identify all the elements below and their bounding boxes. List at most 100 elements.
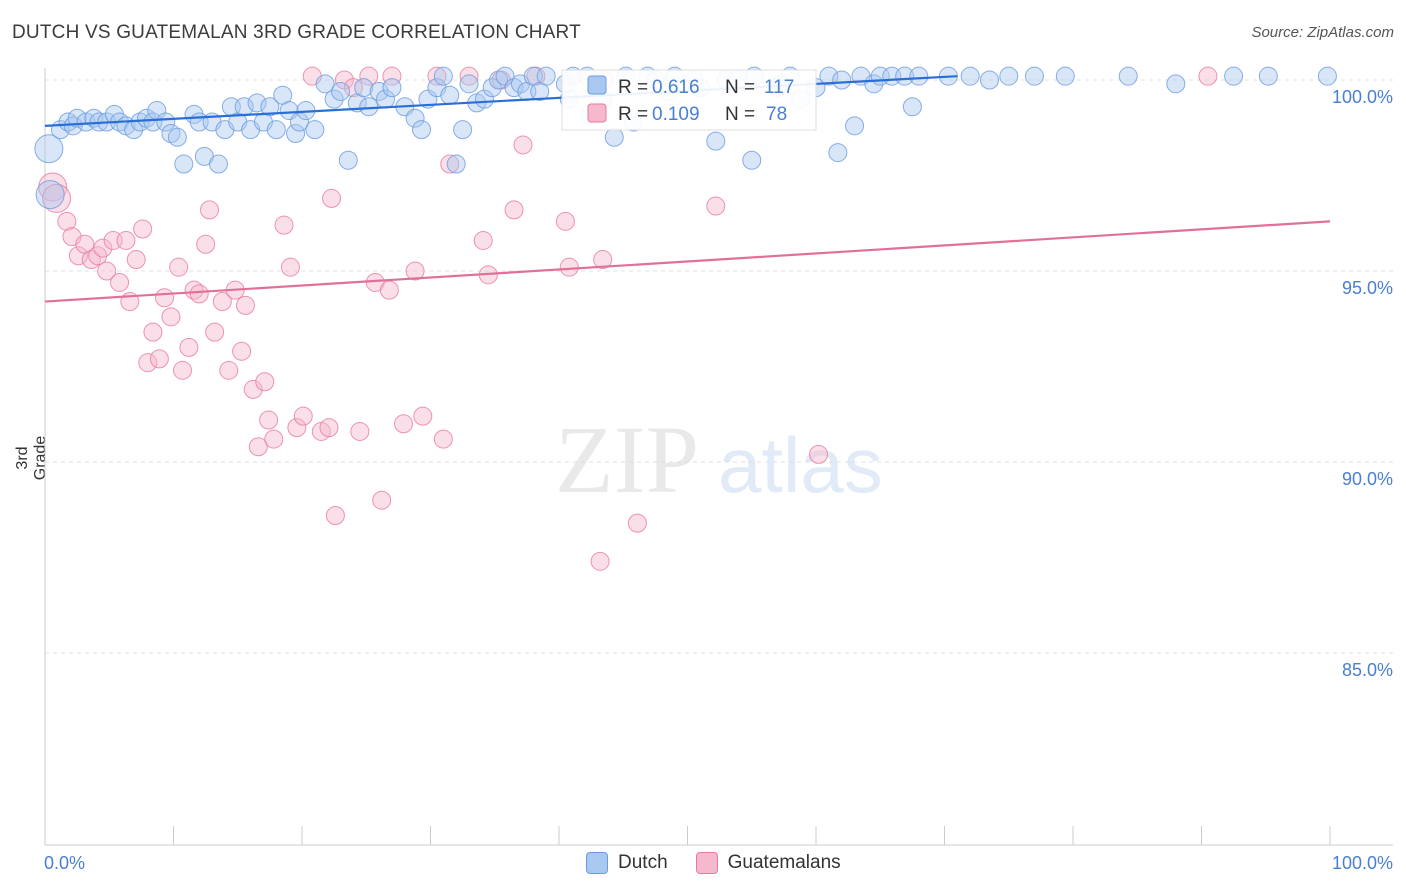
y-tick-label-95: 95.0% [1342, 278, 1393, 298]
dutch-point [34, 134, 64, 164]
legend-swatch-guatemalans-bottom [695, 852, 718, 874]
x-tick-label-min: 0.0% [44, 853, 85, 873]
guatemalan-point [219, 360, 239, 380]
dutch-point [828, 143, 848, 163]
dutch-point [369, 81, 389, 101]
legend-r-value-guatemalans: 0.109 [652, 104, 700, 125]
dutch-point [604, 127, 624, 147]
dutch-point [286, 123, 306, 143]
guatemalan-point [555, 211, 575, 231]
guatemalan-point [126, 250, 146, 270]
dutch-point [1118, 66, 1138, 86]
dutch-point [999, 66, 1019, 86]
legend-n-value-dutch: 117 [764, 77, 794, 98]
guatemalan-point [149, 349, 169, 369]
dutch-point [864, 74, 884, 94]
guatemalan-point [172, 360, 192, 380]
guatemalan-point [706, 196, 726, 216]
guatemalan-point [161, 307, 181, 327]
dutch-point [208, 154, 228, 174]
y-tick-labels: 100.0% 95.0% 90.0% 85.0% [1332, 87, 1393, 680]
legend-item-dutch[interactable]: Dutch [586, 852, 668, 874]
dutch-point [305, 120, 325, 140]
guatemalan-point [274, 215, 294, 235]
guatemalan-point [559, 257, 579, 277]
dutch-point [742, 150, 762, 170]
legend-label-dutch: Dutch [618, 852, 668, 873]
guatemalan-point [473, 230, 493, 250]
dutch-point [832, 70, 852, 90]
guatemalan-point [280, 257, 300, 277]
dutch-point [845, 116, 865, 136]
guatemalan-point [255, 372, 275, 392]
guatemalan-point [593, 250, 613, 270]
guatemalan-point [287, 418, 307, 438]
guatemalan-point [590, 551, 610, 571]
watermark-atlas: atlas [718, 421, 883, 509]
guatemalan-point [138, 353, 158, 373]
guatemalan-point [1198, 66, 1218, 86]
guatemalan-point [243, 379, 263, 399]
dutch-point [459, 74, 479, 94]
guatemalan-point [322, 188, 342, 208]
dutch-point [156, 112, 176, 132]
legend-item-guatemalans[interactable]: Guatemalans [695, 852, 841, 874]
dutch-point [453, 120, 473, 140]
dutch-point [260, 97, 280, 117]
guatemalan-point [413, 406, 433, 426]
dutch-point [174, 154, 194, 174]
guatemalan-point [133, 219, 153, 239]
guatemalan-point [97, 261, 117, 281]
guatemalan-point [212, 292, 232, 312]
guatemalan-point [169, 257, 189, 277]
dutch-point [446, 154, 466, 174]
guatemalan-point [184, 280, 204, 300]
guatemalan-point [513, 135, 533, 155]
guatemalan-point [293, 406, 313, 426]
series-legend: Dutch Guatemalans [586, 852, 869, 874]
guatemalan-point [57, 211, 77, 231]
dutch-point [909, 66, 929, 86]
guatemalan-point [627, 513, 647, 533]
guatemalan-trendline [44, 220, 1331, 303]
guatemalan-point [196, 234, 216, 254]
watermark-zip: ZIP [555, 406, 699, 513]
guatemalan-point [259, 410, 279, 430]
y-tick-label-90: 90.0% [1342, 469, 1393, 489]
dutch-point [405, 108, 425, 128]
guatemalan-point [433, 429, 453, 449]
guatemalan-point [459, 66, 479, 86]
dutch-point [536, 66, 556, 86]
gridlines [45, 79, 1393, 654]
dutch-point [895, 66, 915, 86]
guatemalan-point [379, 280, 399, 300]
guatemalan-point [155, 288, 175, 308]
guatemalan-point [189, 284, 209, 304]
dutch-point [354, 78, 374, 98]
guatemalan-point [809, 444, 829, 464]
guatemalan-point [264, 429, 284, 449]
guatemalan-point [382, 66, 402, 86]
guatemalan-point [343, 78, 363, 98]
dutch-point [1258, 66, 1278, 86]
guatemalan-point [143, 322, 163, 342]
guatemalan-point [232, 341, 252, 361]
legend-r-label-dutch: R = [618, 77, 648, 98]
guatemalan-point [116, 230, 136, 250]
dutch-point [331, 81, 351, 101]
y-tick-label-100: 100.0% [1332, 87, 1393, 107]
guatemalan-point [68, 246, 88, 266]
dutch-point [266, 120, 286, 140]
dutch-point [412, 120, 432, 140]
axes [44, 68, 1393, 846]
dutch-point [324, 89, 344, 109]
dutch-point [960, 66, 980, 86]
guatemalan-point [110, 272, 130, 292]
guatemalan-point [427, 66, 447, 86]
dutch-point [1055, 66, 1075, 86]
guatemalan-point [405, 261, 425, 281]
guatemalan-point [248, 437, 268, 457]
legend-r-value-dutch: 0.616 [652, 77, 700, 98]
guatemalan-point [319, 418, 339, 438]
